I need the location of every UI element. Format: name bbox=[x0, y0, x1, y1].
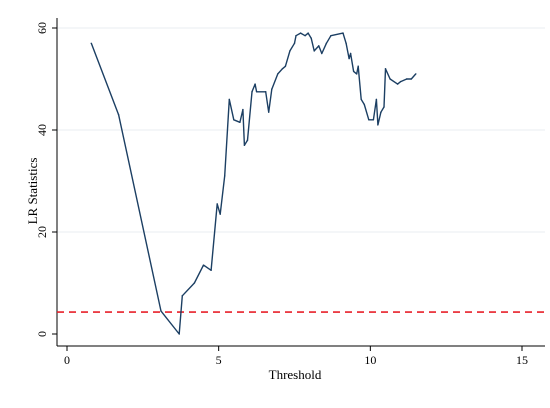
series bbox=[90, 32, 417, 335]
data-point bbox=[410, 78, 412, 80]
data-point bbox=[117, 114, 120, 116]
data-point bbox=[415, 73, 417, 75]
data-point bbox=[345, 42, 347, 44]
data-point bbox=[284, 65, 287, 67]
data-point bbox=[178, 333, 180, 335]
data-point bbox=[246, 139, 249, 141]
data-point bbox=[375, 98, 378, 101]
data-point bbox=[396, 83, 399, 85]
data-point bbox=[325, 42, 328, 44]
data-point bbox=[299, 32, 302, 34]
data-point bbox=[239, 121, 241, 124]
data-point bbox=[384, 68, 387, 70]
data-point bbox=[277, 73, 279, 75]
y-axis-label: LR Statistics bbox=[25, 158, 40, 225]
data-point bbox=[251, 91, 253, 93]
data-point bbox=[224, 175, 226, 177]
data-point bbox=[342, 32, 344, 34]
data-point bbox=[160, 310, 162, 312]
y-tick-label: 20 bbox=[35, 226, 49, 238]
data-point bbox=[310, 37, 312, 39]
data-point bbox=[289, 50, 291, 52]
data-point bbox=[228, 98, 230, 101]
data-point bbox=[368, 119, 370, 121]
data-point bbox=[318, 45, 320, 47]
x-axis-label: Threshold bbox=[269, 367, 322, 382]
data-point bbox=[219, 213, 221, 215]
data-point bbox=[372, 119, 375, 121]
data-point bbox=[399, 80, 402, 83]
data-point bbox=[210, 269, 212, 271]
data-point bbox=[233, 119, 235, 121]
data-point bbox=[357, 65, 359, 67]
data-point bbox=[295, 34, 297, 37]
y-tick-label: 60 bbox=[35, 22, 49, 34]
data-point bbox=[193, 282, 196, 284]
data-point bbox=[304, 34, 306, 37]
data-point bbox=[383, 106, 385, 108]
x-tick-label: 15 bbox=[516, 353, 528, 367]
data-point bbox=[181, 295, 183, 297]
data-point bbox=[264, 91, 267, 93]
data-point bbox=[406, 78, 408, 80]
data-point bbox=[330, 34, 332, 37]
data-point bbox=[271, 88, 273, 90]
x-tick-label: 0 bbox=[64, 353, 70, 367]
data-point bbox=[281, 68, 284, 70]
data-point bbox=[349, 52, 352, 55]
data-point bbox=[363, 103, 365, 106]
y-tick-label: 0 bbox=[35, 331, 49, 337]
data-point bbox=[380, 111, 382, 113]
y-tick-label: 40 bbox=[35, 124, 49, 136]
ticks: 0 20 40 60 0 5 10 15 bbox=[35, 22, 528, 367]
data-point bbox=[202, 264, 205, 266]
data-point bbox=[243, 144, 246, 146]
data-point bbox=[360, 98, 362, 101]
data-point bbox=[313, 50, 315, 52]
data-point bbox=[90, 42, 92, 44]
data-point bbox=[255, 91, 258, 93]
data-point bbox=[254, 83, 256, 85]
data-point bbox=[293, 42, 296, 44]
series-line bbox=[90, 32, 417, 335]
x-tick-label: 5 bbox=[216, 353, 222, 367]
data-point bbox=[268, 111, 270, 113]
data-point bbox=[352, 70, 355, 73]
data-point bbox=[242, 108, 244, 111]
data-point bbox=[377, 124, 379, 126]
x-tick-label: 10 bbox=[364, 353, 376, 367]
data-point bbox=[389, 78, 391, 80]
data-point bbox=[348, 57, 350, 60]
axes bbox=[56, 18, 545, 347]
data-point bbox=[321, 52, 323, 55]
data-point bbox=[355, 73, 358, 75]
data-point bbox=[216, 203, 218, 205]
data-point bbox=[307, 32, 309, 34]
gridlines bbox=[57, 27, 545, 233]
